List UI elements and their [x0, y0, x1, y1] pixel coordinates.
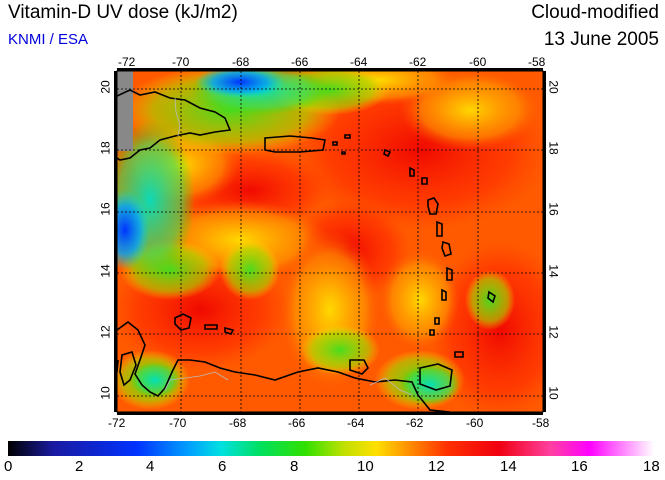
- frame-ticks: [114, 68, 546, 415]
- lon-tick-bottom: -58: [532, 416, 550, 430]
- lon-tick-bottom: -72: [108, 416, 126, 430]
- lon-tick-bottom: -60: [466, 416, 484, 430]
- coastlines: [117, 89, 496, 412]
- lon-tick-bottom: -66: [288, 416, 306, 430]
- lat-tick-left: 18: [98, 141, 113, 155]
- borders: [164, 97, 413, 396]
- colorbar-tick: 10: [357, 458, 374, 475]
- lon-tick-top: -64: [350, 55, 368, 69]
- lon-tick-bottom: -68: [229, 416, 247, 430]
- lon-tick-top: -66: [291, 55, 309, 69]
- lat-tick-right: 16: [546, 202, 561, 216]
- colorbar: [8, 441, 654, 456]
- colorbar-tick: 8: [290, 458, 299, 475]
- credit-label: KNMI / ESA: [8, 31, 89, 48]
- lon-tick-bottom: -64: [347, 416, 365, 430]
- colorbar-tick: 14: [500, 458, 517, 475]
- colorbar-tick: 6: [218, 458, 227, 475]
- lon-tick-top: -70: [172, 55, 190, 69]
- lat-tick-left: 20: [98, 80, 113, 94]
- uv-field: [117, 71, 543, 412]
- date-label: 13 June 2005: [543, 29, 659, 50]
- lon-tick-bottom: -62: [406, 416, 424, 430]
- lat-tick-left: 10: [98, 386, 113, 400]
- lon-tick-top: -60: [469, 55, 487, 69]
- colorbar-tick: 4: [146, 458, 155, 475]
- map-title: Vitamin-D UV dose (kJ/m2): [8, 2, 238, 23]
- colorbar-tick: 12: [428, 458, 445, 475]
- lon-tick-top: -62: [409, 55, 427, 69]
- lat-tick-right: 20: [546, 80, 561, 94]
- lat-tick-left: 16: [98, 202, 113, 216]
- graticule: [117, 71, 543, 412]
- mode-label: Cloud-modified: [531, 2, 659, 23]
- lat-tick-right: 12: [546, 325, 561, 339]
- lat-tick-left: 12: [98, 325, 113, 339]
- lat-tick-right: 14: [546, 264, 561, 278]
- colorbar-tick: 16: [571, 458, 588, 475]
- lat-tick-right: 10: [546, 386, 561, 400]
- lon-tick-top: -58: [528, 55, 546, 69]
- lon-tick-bottom: -70: [169, 416, 187, 430]
- lat-tick-left: 14: [98, 264, 113, 278]
- colorbar-tick: 18: [643, 458, 660, 475]
- lon-tick-top: -68: [232, 55, 250, 69]
- colorbar-tick: 0: [4, 458, 13, 475]
- lat-tick-right: 18: [546, 141, 561, 155]
- colorbar-tick: 2: [75, 458, 84, 475]
- lon-tick-top: -72: [118, 55, 136, 69]
